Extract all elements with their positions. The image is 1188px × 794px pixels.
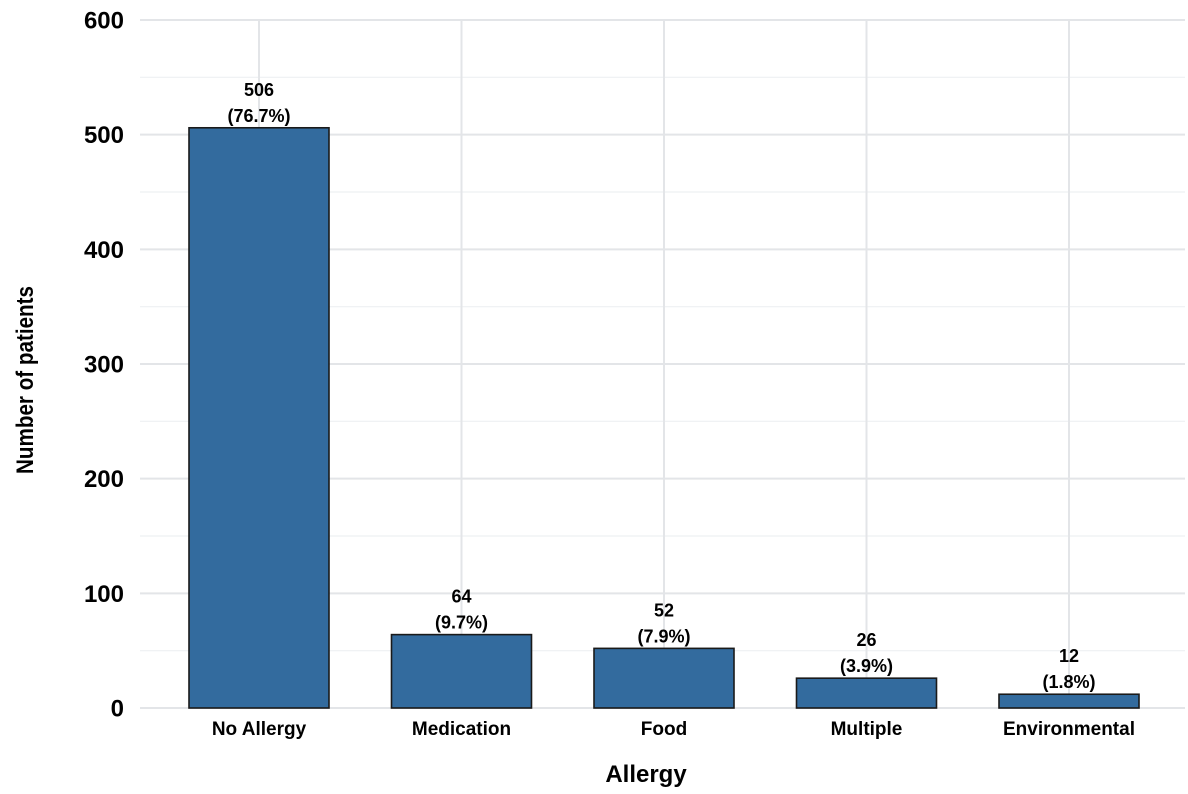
ticks-layer: 0 100 200 300 400 500 600 No Allergy Medication F… [84, 8, 1135, 741]
x-tick-label: Multiple [831, 719, 903, 740]
bar-percent-label: (7.9%) [637, 626, 690, 646]
y-tick-label: 200 [84, 466, 124, 493]
bar-value-label: 64 [451, 587, 471, 607]
bars-layer [188, 126, 1140, 709]
y-tick-label: 0 [111, 696, 124, 723]
y-tick-label: 600 [84, 8, 124, 35]
bar-percent-label: (3.9%) [840, 656, 893, 676]
bar-value-label: 26 [856, 630, 876, 650]
bar-percent-label: (1.8%) [1042, 672, 1095, 692]
bar-value-label: 506 [244, 80, 274, 100]
bar [593, 647, 735, 709]
bar [390, 633, 533, 709]
bar-value-label: 52 [654, 600, 674, 620]
bar-percent-label: (9.7%) [435, 613, 488, 633]
y-tick-label: 400 [84, 237, 124, 264]
bar [795, 677, 938, 709]
y-axis-title: Number of patients [12, 286, 39, 474]
labels-layer: 506 (76.7%) 64 (9.7%) 52 (7.9%) 26 (3.9%) 12 (1.8… [227, 80, 1095, 692]
x-tick-label: Medication [412, 719, 511, 740]
x-axis-title: Allergy [605, 761, 687, 788]
y-tick-label: 300 [84, 352, 124, 379]
x-tick-label: Environmental [1003, 719, 1135, 740]
x-tick-label: No Allergy [212, 719, 307, 740]
bar [998, 693, 1140, 709]
y-tick-label: 100 [84, 581, 124, 608]
bar-value-label: 12 [1059, 646, 1079, 666]
x-tick-label: Food [641, 719, 687, 740]
bar [188, 126, 330, 709]
bar-percent-label: (76.7%) [227, 106, 290, 126]
y-tick-label: 500 [84, 122, 124, 149]
